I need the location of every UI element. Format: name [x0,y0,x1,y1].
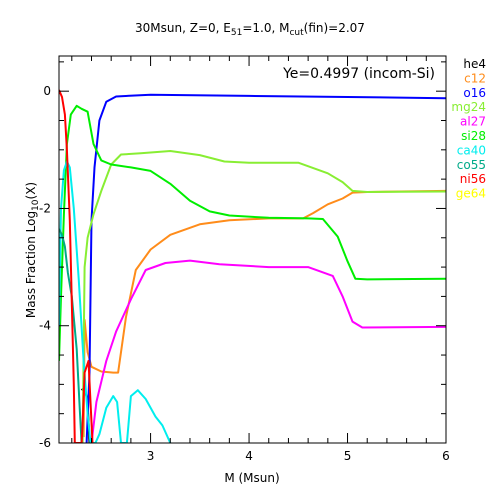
series-line-ni56 [59,89,94,443]
y-tick-label: 0 [43,84,51,98]
y-tick-label: -4 [39,319,51,333]
chart-title: 30Msun, Z=0, E51=1.0, Mcut(fin)=2.07 [135,21,365,38]
legend-entry-mg24: mg24 [451,100,486,114]
legend-entry-he4: he4 [463,57,486,71]
legend-entry-co55: co55 [457,158,486,172]
legend-entry-ge64: ge64 [456,187,486,201]
series-line-ca40 [59,160,172,443]
x-axis-title: M (Msun) [224,471,279,485]
series-line-co55 [59,228,83,443]
series-line-o16 [85,93,446,443]
plot-frame [58,55,447,444]
x-tick-label: 4 [245,449,253,463]
series-line-c12 [82,189,446,438]
series-layer [59,89,446,443]
legend-entry-o16: o16 [463,86,486,100]
ticks-layer: 3 4 5 6 0 -2 -4 -6 [39,56,450,463]
y-tick-label: -6 [39,436,51,450]
legend-entry-si28: si28 [461,129,486,143]
legend-entry-ca40: ca40 [457,143,486,157]
legend-entry-ni56: ni56 [460,172,486,186]
x-tick-label: 5 [344,449,352,463]
y-axis-title: Mass Fraction Log10(X) [24,182,41,318]
series-line-mg24 [81,150,446,443]
series-line-si28 [59,104,446,361]
legend-entry-al27: al27 [460,115,486,129]
series-line-al27 [90,259,446,443]
legend-entry-c12: c12 [464,71,486,85]
y-tick-label: -2 [39,201,51,215]
x-tick-label: 3 [147,449,155,463]
x-tick-label: 6 [442,449,450,463]
ye-annotation: Ye=0.4997 (incom-Si) [282,66,435,82]
